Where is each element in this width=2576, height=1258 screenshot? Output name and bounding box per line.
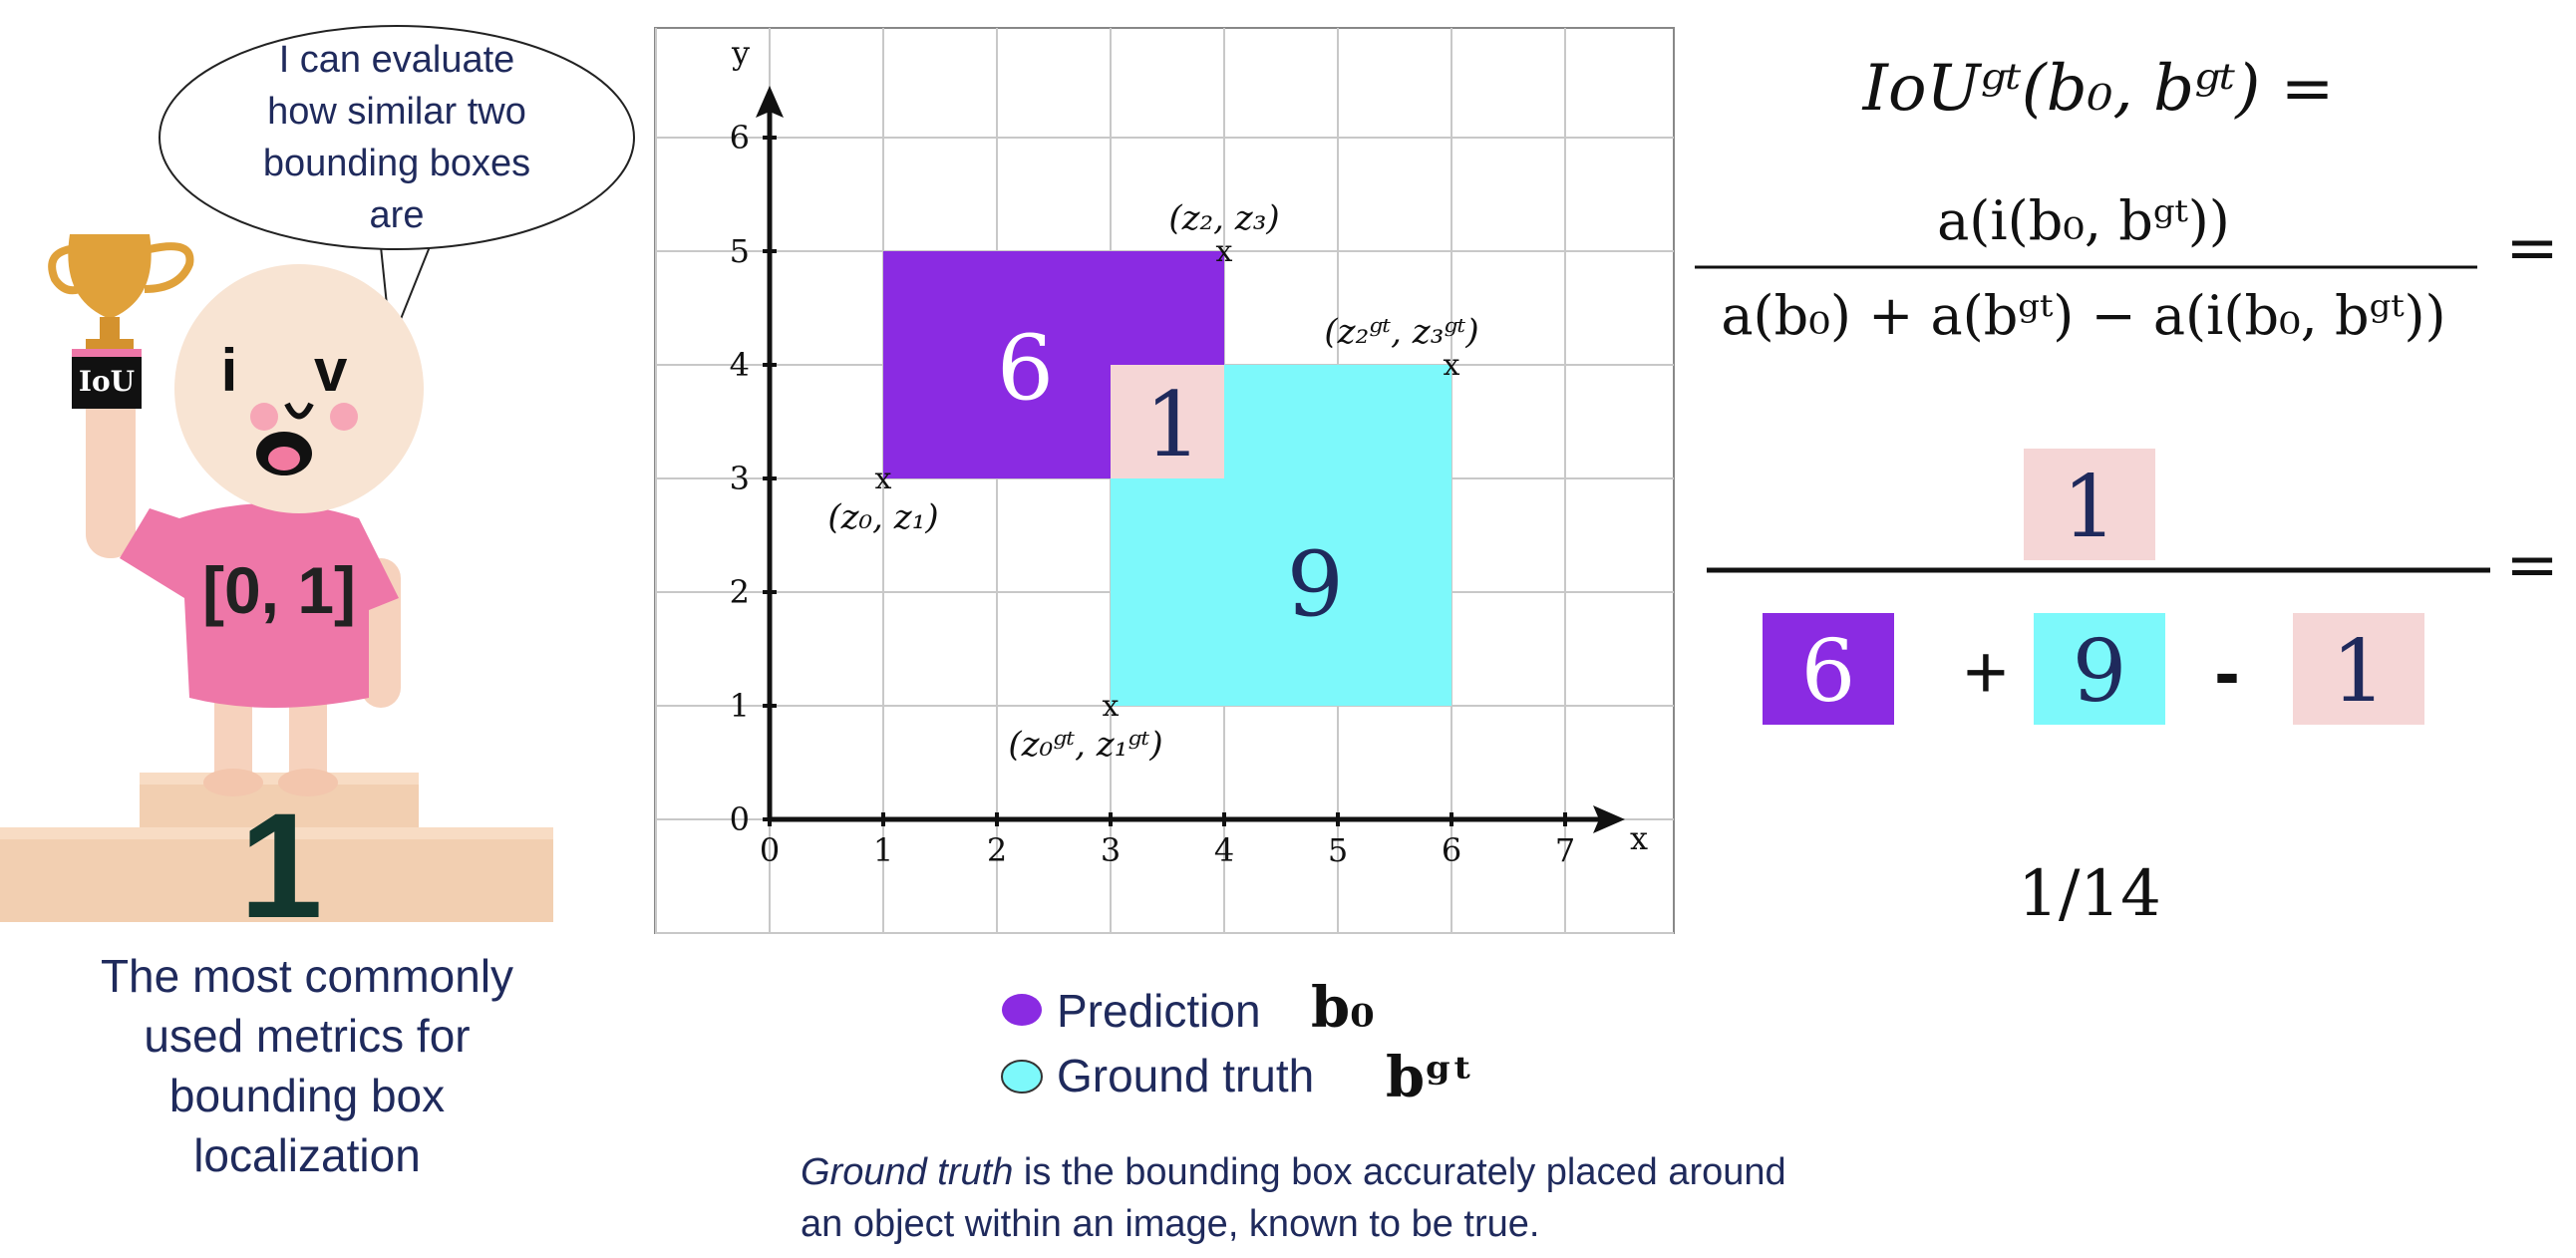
podium: 1 xyxy=(0,773,553,949)
head xyxy=(174,264,424,513)
y-tick-label: 2 xyxy=(730,573,750,611)
ground-truth-area-label: 9 xyxy=(1287,532,1344,637)
footnote-italic: Ground truth xyxy=(801,1151,1013,1193)
footnote-line-1: Ground truth is the bounding box accurat… xyxy=(801,1151,1786,1193)
corner-label: (z₂ᵍᵗ, z₃ᵍᵗ) xyxy=(1324,312,1478,352)
corner-marker: x xyxy=(875,462,892,496)
corner-labels: x(z₀, z₁)x(z₂, z₃)x(z₀ᵍᵗ, z₁ᵍᵗ)x(z₂ᵍᵗ, z… xyxy=(827,198,1478,765)
mascot: I can evaluate how similar two bounding … xyxy=(0,25,635,1181)
iou-formula: IoUᵍᵗ(b₀, bᵍᵗ) = a(i(b₀, bᵍᵗ)) a(b₀) + a… xyxy=(1695,52,2559,931)
y-axis-arrow xyxy=(756,86,784,118)
formula-denominator: a(b₀) + a(bᵍᵗ) − a(i(b₀, bᵍᵗ)) xyxy=(1721,284,2445,347)
formula-result: 1/14 xyxy=(2018,857,2161,931)
podium-number: 1 xyxy=(239,782,322,949)
den-c-value: 1 xyxy=(2332,622,2387,722)
corner-label: (z₀ᵍᵗ, z₁ᵍᵗ) xyxy=(1008,725,1162,765)
speech-line-4: are xyxy=(370,194,425,236)
y-tick-label: 5 xyxy=(730,232,750,270)
intersection-area-label: 1 xyxy=(1144,373,1201,477)
den-b-value: 9 xyxy=(2073,622,2127,722)
x-axis-label: x xyxy=(1630,819,1648,857)
trophy-icon: IoU xyxy=(48,234,194,409)
formula-line-1: IoUᵍᵗ(b₀, bᵍᵗ) = xyxy=(1862,52,2335,126)
den-c-box xyxy=(2293,613,2424,725)
x-tick-label: 1 xyxy=(873,831,893,869)
legend-prediction-symbol: b₀ xyxy=(1311,975,1375,1041)
prediction-area-label: 6 xyxy=(997,316,1054,421)
legend-prediction-label: Prediction xyxy=(1057,985,1261,1037)
y-tick-label: 1 xyxy=(730,687,750,725)
y-tick-label: 3 xyxy=(730,460,750,497)
speech-line-1: I can evaluate xyxy=(279,39,515,81)
legend-gt-symbol: bᵍᵗ xyxy=(1386,1045,1473,1110)
num-value: 1 xyxy=(2063,458,2117,557)
legend-gt-swatch xyxy=(1001,1060,1043,1094)
y-tick-label: 4 xyxy=(730,346,750,384)
caption-line-2: used metrics for xyxy=(144,1010,470,1062)
den-a-value: 6 xyxy=(1801,622,1856,722)
x-tick-label: 3 xyxy=(1101,831,1121,869)
shirt xyxy=(120,503,399,708)
den-a-box xyxy=(1763,613,1894,725)
corner-label: (z₂, z₃) xyxy=(1168,198,1279,238)
den-plus: + xyxy=(1964,630,2008,715)
speech-bubble: I can evaluate how similar two bounding … xyxy=(159,25,635,345)
den-b-box xyxy=(2034,613,2165,725)
shirt-text: [0, 1] xyxy=(202,553,356,627)
caption-line-4: localization xyxy=(193,1129,421,1181)
plot-ticks: 0 1 2 3 4 5 6 7 0 1 2 3 4 5 6 xyxy=(730,119,1576,869)
speech-line-3: bounding boxes xyxy=(263,143,530,184)
x-axis-arrow xyxy=(1593,805,1625,833)
den-minus: - xyxy=(2214,630,2239,715)
x-tick-label: 2 xyxy=(987,831,1007,869)
plot-axes xyxy=(756,86,1625,833)
x-tick-label: 7 xyxy=(1555,831,1575,869)
y-tick-label: 0 xyxy=(730,800,750,838)
corner-marker: x xyxy=(1216,234,1233,269)
face-text: i v xyxy=(221,337,378,404)
num-value-box xyxy=(2024,449,2155,560)
formula-numerator: a(i(b₀, bᵍᵗ)) xyxy=(1937,189,2230,252)
footnote-line-2: an object within an image, known to be t… xyxy=(801,1203,1539,1245)
caption-line-3: bounding box xyxy=(169,1070,445,1121)
speech-line-2: how similar two xyxy=(267,91,526,133)
raised-arm xyxy=(86,369,136,558)
footnote-rest: is the bounding box accurately placed ar… xyxy=(1013,1151,1785,1193)
intersection-box xyxy=(1111,365,1224,478)
trophy-label: IoU xyxy=(79,365,135,398)
x-tick-label: 0 xyxy=(760,831,780,869)
x-tick-label: 6 xyxy=(1442,831,1461,869)
corner-marker: x xyxy=(1103,689,1120,724)
x-tick-label: 5 xyxy=(1328,831,1348,869)
legend-gt-label: Ground truth xyxy=(1057,1050,1314,1101)
corner-marker: x xyxy=(1444,348,1460,383)
y-axis-label: y xyxy=(731,34,750,72)
corner-label: (z₀, z₁) xyxy=(827,497,938,537)
caption-line-1: The most commonly xyxy=(101,950,513,1002)
x-tick-label: 4 xyxy=(1214,831,1234,869)
y-tick-label: 6 xyxy=(730,119,750,157)
legend: Prediction b₀ Ground truth bᵍᵗ xyxy=(1001,975,1473,1110)
formula-equals-2: = xyxy=(2505,528,2559,602)
formula-equals-1: = xyxy=(2505,211,2559,285)
legend-prediction-swatch xyxy=(1002,994,1042,1026)
